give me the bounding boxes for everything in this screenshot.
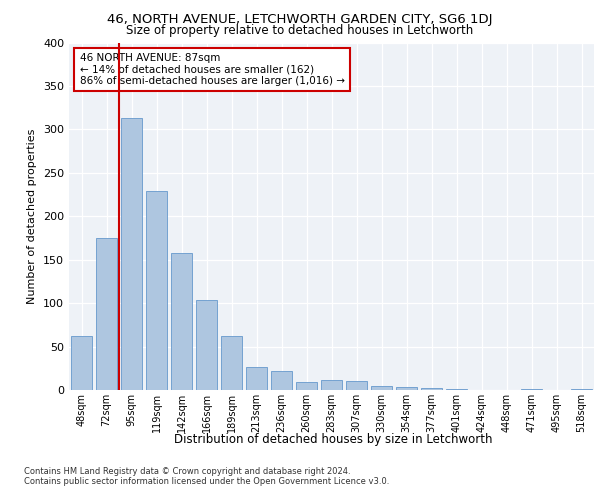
Bar <box>571 389 592 390</box>
Bar <box>171 252 192 390</box>
Bar <box>196 300 217 390</box>
Text: Contains public sector information licensed under the Open Government Licence v3: Contains public sector information licen… <box>24 478 389 486</box>
Text: Contains HM Land Registry data © Crown copyright and database right 2024.: Contains HM Land Registry data © Crown c… <box>24 468 350 476</box>
Bar <box>346 382 367 390</box>
Text: 46, NORTH AVENUE, LETCHWORTH GARDEN CITY, SG6 1DJ: 46, NORTH AVENUE, LETCHWORTH GARDEN CITY… <box>107 12 493 26</box>
Bar <box>396 386 417 390</box>
Bar <box>321 380 342 390</box>
Bar <box>246 368 267 390</box>
Y-axis label: Number of detached properties: Number of detached properties <box>28 128 37 304</box>
Bar <box>521 389 542 390</box>
Bar <box>96 238 117 390</box>
Bar <box>146 191 167 390</box>
Bar <box>271 371 292 390</box>
Bar <box>371 386 392 390</box>
Bar <box>221 336 242 390</box>
Bar <box>446 389 467 390</box>
Text: Size of property relative to detached houses in Letchworth: Size of property relative to detached ho… <box>127 24 473 37</box>
Bar <box>71 336 92 390</box>
Text: Distribution of detached houses by size in Letchworth: Distribution of detached houses by size … <box>174 432 492 446</box>
Bar <box>121 118 142 390</box>
Bar <box>296 382 317 390</box>
Text: 46 NORTH AVENUE: 87sqm
← 14% of detached houses are smaller (162)
86% of semi-de: 46 NORTH AVENUE: 87sqm ← 14% of detached… <box>79 53 344 86</box>
Bar <box>421 388 442 390</box>
